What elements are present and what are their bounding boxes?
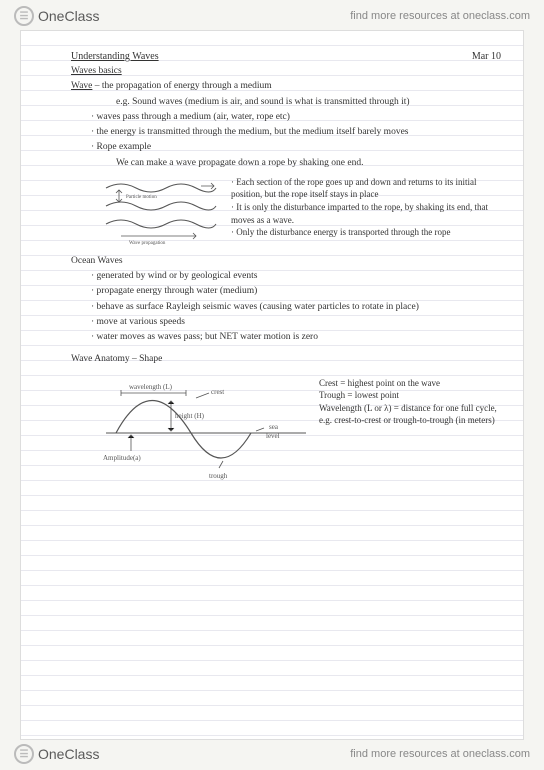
logo-icon: ☰ <box>14 6 34 26</box>
bullet-line: · water moves as waves pass; but NET wat… <box>71 330 501 344</box>
svg-text:height (H): height (H) <box>175 412 205 420</box>
svg-text:crest: crest <box>211 388 224 396</box>
wave-anatomy-diagram: wavelength (L) crest height (H) Amplitud… <box>101 373 311 488</box>
bullet-line: · move at various speeds <box>71 315 501 329</box>
svg-text:sea: sea <box>269 423 279 431</box>
svg-text:wavelength (L): wavelength (L) <box>129 383 173 391</box>
section-title: Ocean Waves <box>71 254 501 268</box>
bullet-line: · behave as surface Rayleigh seismic wav… <box>71 300 501 314</box>
bullet-line: · waves pass through a medium (air, wate… <box>71 110 501 124</box>
particle-motion-label: Particle motion <box>126 195 157 200</box>
footer-logo: ☰ OneClass <box>14 744 99 764</box>
wave-propagation-label: Wave propagation <box>129 241 166 246</box>
definition-text: – the propagation of energy through a me… <box>95 81 272 91</box>
footer-tagline: find more resources at oneclass.com <box>350 748 530 760</box>
svg-text:level: level <box>266 432 280 440</box>
bullet-sub-line: We can make a wave propagate down a rope… <box>71 156 501 170</box>
svg-text:trough: trough <box>209 472 228 480</box>
page-date: Mar 10 <box>472 49 501 64</box>
diagram-note: · Each section of the rope goes up and d… <box>231 176 501 201</box>
example-line: e.g. Sound waves (medium is air, and sou… <box>71 95 501 109</box>
svg-text:Amplitude(a): Amplitude(a) <box>103 454 141 462</box>
bullet-line: · propagate energy through water (medium… <box>71 284 501 298</box>
logo-text: OneClass <box>38 746 99 762</box>
definition-label: Wave <box>71 81 92 91</box>
section-title: Wave Anatomy – Shape <box>71 352 501 366</box>
rope-wave-diagram: Particle motion Wave propagation <box>101 176 221 246</box>
bullet-line: · Rope example <box>71 140 501 154</box>
anatomy-note: Wavelength (L or λ) = distance for one f… <box>319 402 501 427</box>
anatomy-note: Crest = highest point on the wave <box>319 377 501 390</box>
bullet-line: · the energy is transmitted through the … <box>71 125 501 139</box>
anatomy-note: Trough = lowest point <box>319 389 501 402</box>
header-tagline: find more resources at oneclass.com <box>350 10 530 22</box>
note-page: Understanding Waves Mar 10 Waves basics … <box>20 30 524 740</box>
diagram-note: · It is only the disturbance imparted to… <box>231 201 501 226</box>
header-logo: ☰ OneClass <box>14 6 99 26</box>
subtitle: Waves basics <box>71 64 501 78</box>
logo-text: OneClass <box>38 8 99 24</box>
page-title: Understanding Waves <box>71 49 159 64</box>
bullet-line: · generated by wind or by geological eve… <box>71 269 501 283</box>
diagram-note: · Only the disturbance energy is transpo… <box>231 226 501 239</box>
logo-icon: ☰ <box>14 744 34 764</box>
